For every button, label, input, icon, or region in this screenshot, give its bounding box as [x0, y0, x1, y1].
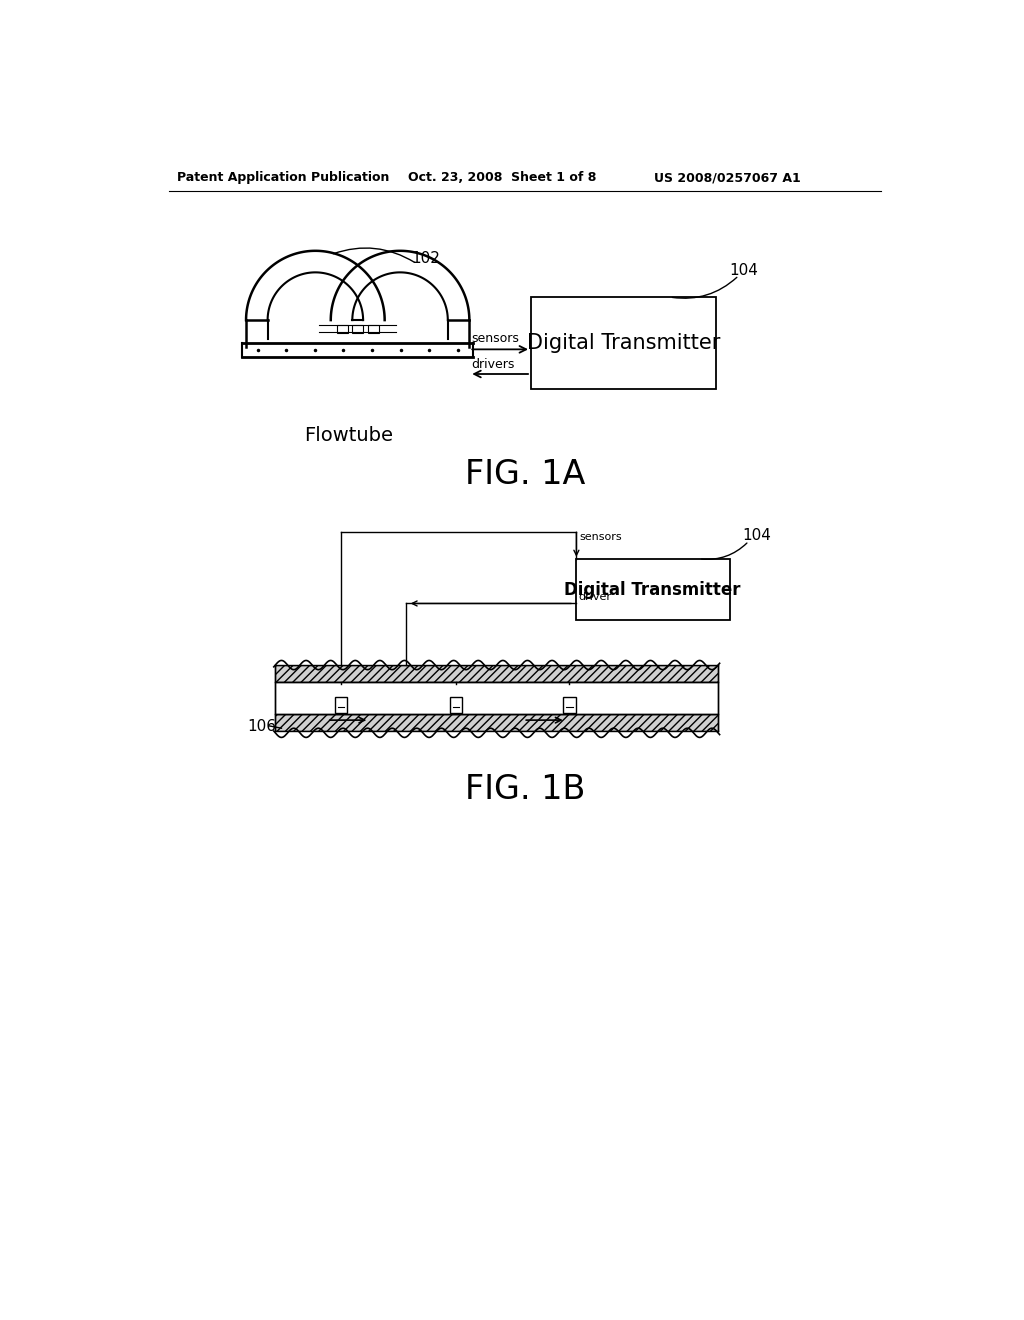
- Text: Patent Application Publication: Patent Application Publication: [177, 172, 389, 185]
- Text: drivers: drivers: [472, 358, 515, 371]
- Text: sensors: sensors: [580, 532, 623, 541]
- Bar: [335, 697, 347, 713]
- Bar: [368, 326, 379, 333]
- Text: 104: 104: [742, 528, 772, 544]
- Bar: [275, 682, 718, 714]
- Text: 104: 104: [730, 263, 759, 277]
- Bar: [531, 297, 716, 389]
- Text: US 2008/0257067 A1: US 2008/0257067 A1: [654, 172, 801, 185]
- Bar: [563, 697, 575, 713]
- Bar: [352, 326, 364, 333]
- Bar: [337, 326, 348, 333]
- Bar: [275, 714, 718, 730]
- Bar: [275, 730, 718, 737]
- Text: 106: 106: [248, 719, 276, 734]
- Bar: [275, 659, 718, 665]
- Bar: [451, 697, 463, 713]
- Text: Oct. 23, 2008  Sheet 1 of 8: Oct. 23, 2008 Sheet 1 of 8: [408, 172, 596, 185]
- Text: Flowtube: Flowtube: [304, 426, 393, 445]
- Bar: [575, 558, 730, 620]
- Text: FIG. 1B: FIG. 1B: [465, 774, 585, 807]
- Text: Digital Transmitter: Digital Transmitter: [526, 333, 720, 354]
- Text: sensors: sensors: [472, 331, 519, 345]
- Text: FIG. 1A: FIG. 1A: [465, 458, 585, 491]
- Text: Digital Transmitter: Digital Transmitter: [564, 581, 741, 598]
- Text: 102: 102: [412, 251, 440, 267]
- Bar: [275, 665, 718, 682]
- Text: driver: driver: [578, 591, 611, 602]
